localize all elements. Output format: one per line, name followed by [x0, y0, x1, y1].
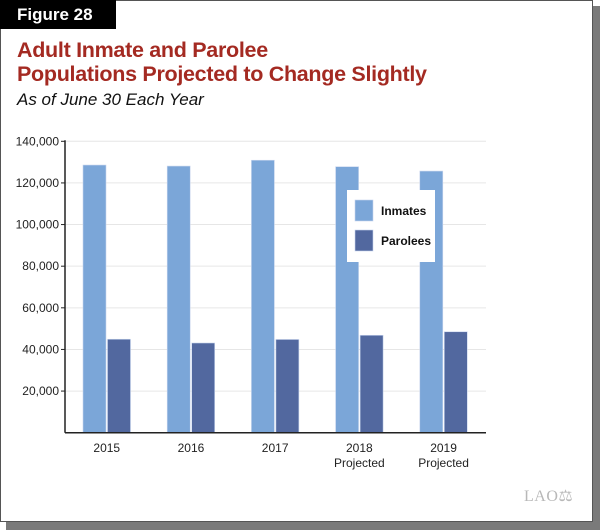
bar-inmates-2017: [251, 159, 275, 434]
y-tick-label: 120,000: [16, 176, 60, 190]
x-tick-label: 2015: [93, 441, 120, 455]
bar-inmates-2016: [166, 165, 191, 434]
bar-parolees-2016: [191, 342, 215, 433]
bar-parolees-2015: [107, 338, 131, 434]
chart-title: Adult Inmate and Parolee Populations Pro…: [17, 38, 427, 86]
bar-parolees-2017: [275, 339, 300, 433]
y-tick-label: 40,000: [22, 342, 59, 356]
title-line-1: Adult Inmate and Parolee: [17, 38, 268, 62]
y-tick-label: 100,000: [16, 218, 60, 232]
legend-label: Parolees: [381, 234, 431, 248]
lao-logo: LAO⚖: [524, 488, 574, 505]
chart-subtitle: As of June 30 Each Year: [17, 90, 204, 109]
x-tick-label: 2016: [178, 441, 205, 455]
y-tick-label: 140,000: [16, 134, 60, 148]
figure-label: Figure 28: [0, 0, 116, 29]
bar-inmates-2015: [82, 164, 107, 434]
legend-swatch-inmates: [354, 199, 374, 222]
x-tick-sublabel: Projected: [334, 456, 385, 470]
y-tick-label: 60,000: [22, 301, 59, 315]
x-tick-label: 2018: [346, 441, 373, 455]
x-tick-label: 2017: [262, 441, 289, 455]
y-tick-label: 80,000: [22, 259, 59, 273]
x-tick-label: 2019: [430, 441, 457, 455]
title-line-2: Populations Projected to Change Slightly: [17, 62, 427, 86]
y-tick-label: 20,000: [22, 384, 59, 398]
legend-swatch-parolees: [354, 229, 374, 252]
x-tick-sublabel: Projected: [418, 456, 469, 470]
legend-label: Inmates: [381, 204, 427, 218]
bar-parolees-2018: [359, 334, 384, 434]
bar-parolees-2019: [443, 331, 468, 433]
